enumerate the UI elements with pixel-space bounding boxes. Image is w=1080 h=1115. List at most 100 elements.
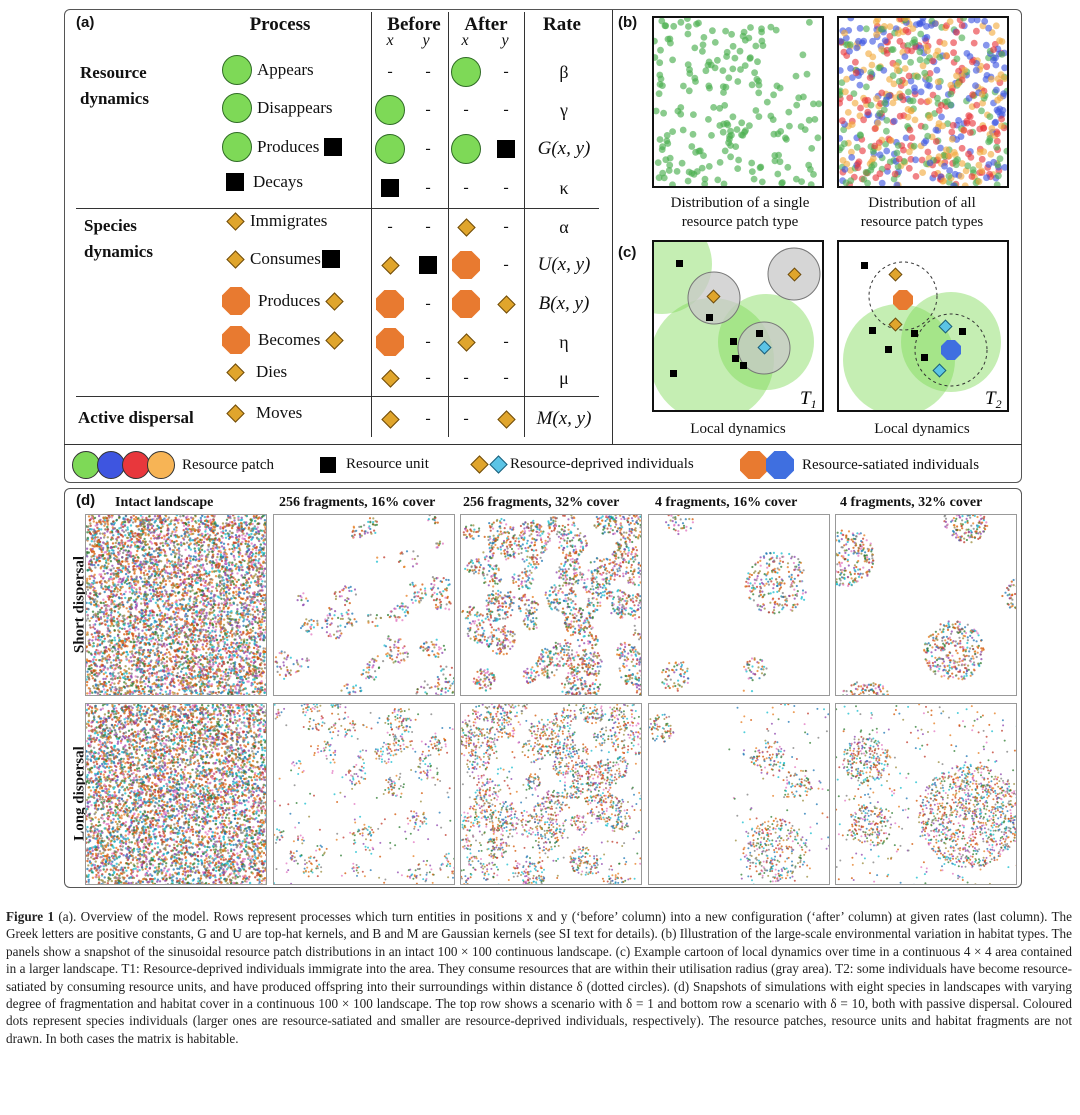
dot bbox=[86, 613, 89, 617]
dot bbox=[117, 652, 121, 655]
dot bbox=[99, 536, 102, 540]
dot bbox=[95, 619, 98, 623]
dot bbox=[171, 604, 174, 607]
dot bbox=[844, 109, 852, 116]
dot bbox=[106, 668, 109, 671]
dot bbox=[125, 638, 128, 641]
dot bbox=[869, 155, 877, 162]
dot bbox=[940, 177, 947, 185]
dot bbox=[175, 575, 178, 578]
dot bbox=[153, 583, 156, 586]
dot bbox=[230, 531, 233, 535]
dot bbox=[116, 572, 120, 575]
dot bbox=[143, 585, 146, 588]
cell-after-y bbox=[486, 131, 526, 167]
deprived-individual-icon bbox=[456, 332, 476, 352]
dot bbox=[260, 618, 264, 621]
dot bbox=[937, 144, 944, 152]
dot bbox=[204, 629, 207, 632]
dot bbox=[890, 80, 898, 88]
dot bbox=[231, 524, 234, 527]
dot bbox=[168, 657, 171, 660]
dot bbox=[684, 30, 692, 38]
dot bbox=[238, 686, 242, 689]
dot bbox=[140, 692, 143, 695]
dot bbox=[217, 652, 220, 656]
dot bbox=[92, 658, 95, 661]
dot bbox=[191, 660, 194, 663]
dot bbox=[260, 675, 263, 678]
dot bbox=[209, 643, 212, 646]
dot bbox=[225, 522, 228, 525]
resource-unit bbox=[670, 370, 677, 377]
dot bbox=[148, 515, 151, 518]
dot bbox=[183, 631, 186, 634]
dot bbox=[231, 635, 234, 638]
dot bbox=[232, 590, 235, 594]
dot bbox=[803, 70, 811, 78]
dot bbox=[266, 567, 267, 569]
dot bbox=[152, 668, 155, 671]
dot bbox=[912, 156, 919, 164]
dot bbox=[935, 153, 943, 161]
dot bbox=[221, 591, 225, 595]
dot bbox=[811, 116, 819, 123]
resource-unit bbox=[732, 355, 739, 362]
deprived-individual-icon bbox=[496, 294, 516, 314]
dot bbox=[170, 660, 173, 663]
dot bbox=[155, 671, 159, 674]
dot bbox=[171, 560, 174, 563]
dot bbox=[684, 18, 691, 22]
dot bbox=[225, 518, 229, 521]
dot bbox=[254, 685, 257, 689]
resource-unit bbox=[959, 328, 966, 335]
cell-before-y: - bbox=[408, 92, 448, 128]
dot bbox=[110, 515, 113, 517]
dot bbox=[239, 641, 243, 644]
dot bbox=[153, 672, 156, 675]
local-dynamics-t2-cartoon: T2 bbox=[843, 261, 1002, 410]
dot bbox=[923, 57, 931, 65]
dot bbox=[211, 644, 214, 647]
dot bbox=[196, 694, 200, 695]
dot bbox=[97, 631, 100, 634]
process-label: Dies bbox=[256, 362, 287, 382]
dot bbox=[266, 616, 267, 618]
dot bbox=[654, 107, 660, 115]
dot bbox=[953, 72, 960, 80]
dot bbox=[242, 643, 245, 646]
dot bbox=[847, 41, 854, 49]
dot bbox=[92, 579, 95, 583]
dot bbox=[129, 582, 132, 585]
dot bbox=[111, 673, 114, 676]
group-resource-dynamics: Resource dynamics bbox=[80, 60, 170, 112]
cell-after-x bbox=[446, 131, 486, 167]
dot bbox=[180, 670, 183, 673]
dot bbox=[92, 613, 96, 617]
dot bbox=[108, 549, 111, 553]
dot bbox=[166, 518, 170, 521]
dot bbox=[163, 594, 166, 598]
dot bbox=[701, 175, 709, 183]
dot bbox=[914, 73, 922, 81]
dot bbox=[958, 160, 966, 167]
dot bbox=[182, 666, 186, 669]
dot bbox=[164, 637, 167, 641]
dot bbox=[204, 528, 207, 531]
dot bbox=[729, 113, 737, 121]
dot bbox=[232, 647, 236, 650]
dot bbox=[143, 692, 146, 695]
dot bbox=[709, 27, 716, 35]
dot bbox=[159, 584, 162, 588]
dot bbox=[210, 694, 212, 695]
dot bbox=[255, 583, 258, 586]
dot bbox=[166, 595, 170, 598]
dot bbox=[251, 674, 254, 677]
dot bbox=[264, 558, 266, 561]
dot bbox=[126, 526, 129, 529]
dot bbox=[241, 656, 244, 660]
dot bbox=[258, 557, 261, 561]
dot bbox=[106, 525, 109, 529]
dot bbox=[669, 181, 676, 186]
dot bbox=[958, 144, 966, 152]
